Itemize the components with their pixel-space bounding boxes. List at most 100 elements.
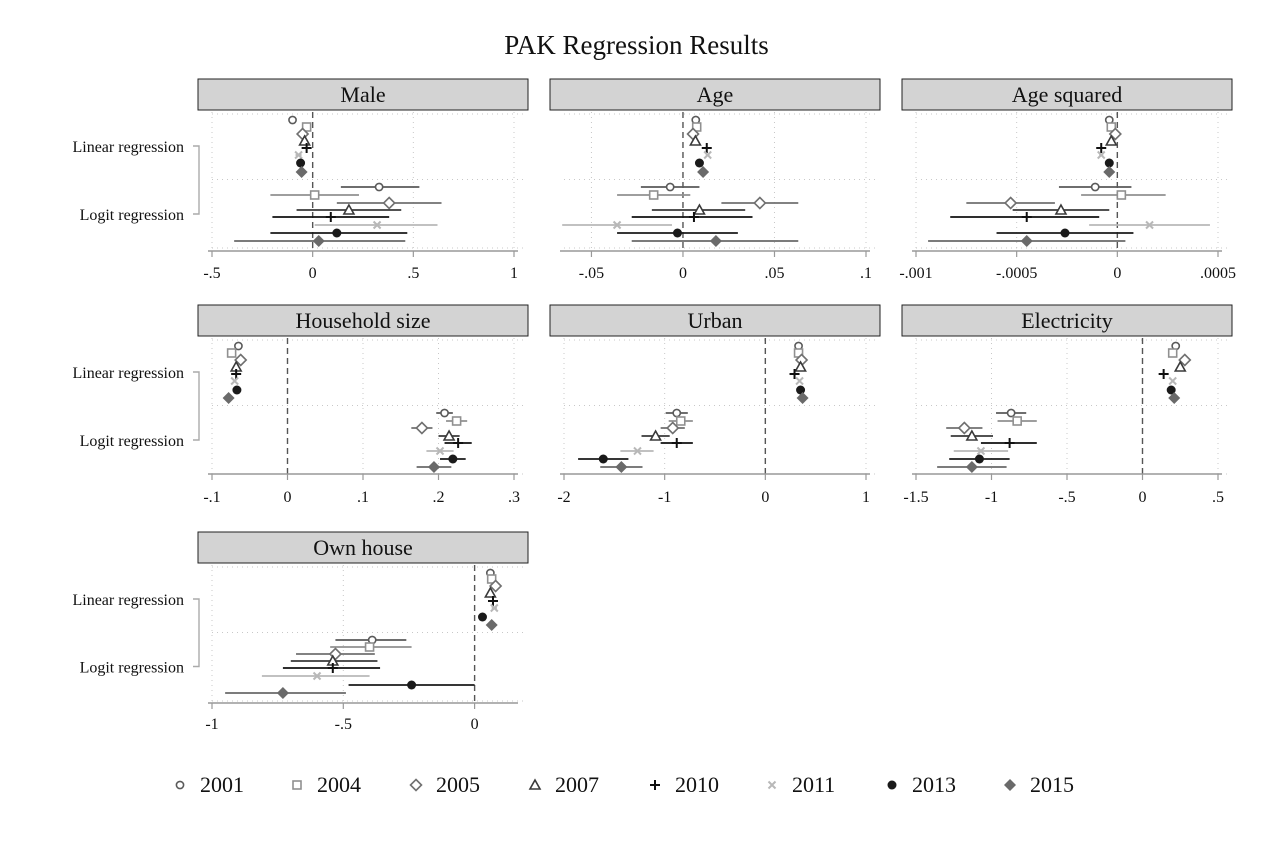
point-logit-2001 <box>440 408 449 418</box>
legend-item-2011: 2011 <box>762 770 835 800</box>
point-linear-2015 <box>485 619 498 631</box>
point-logit-2005 <box>957 421 971 435</box>
panel-age: Age -.05 0 .05 .1 <box>549 78 881 282</box>
y-axis-bracket <box>193 145 200 215</box>
point-linear-2010 <box>789 369 800 379</box>
point-linear-2007 <box>1104 134 1118 146</box>
x-tick-label: -.001 <box>899 265 932 282</box>
panel-male: Male -.5 0 .5 1 Linear regression Logit regres… <box>72 78 529 282</box>
point-logit-2007 <box>693 203 706 215</box>
point-logit-2005 <box>415 421 429 435</box>
legend-symbol-2010 <box>650 780 660 790</box>
point-logit-2004 <box>364 642 375 652</box>
x-tick-label: .1 <box>860 265 872 282</box>
point-linear-2015 <box>295 166 308 178</box>
point-linear-2007 <box>484 586 497 598</box>
point-logit-2004 <box>648 190 659 200</box>
point-logit-2005 <box>753 196 767 210</box>
x-tick-label: 1 <box>862 489 870 506</box>
x-tick-label: 0 <box>471 716 479 733</box>
panel-header-male <box>197 78 529 111</box>
point-linear-2007 <box>298 134 311 146</box>
panel-title-age: Age <box>697 82 734 107</box>
point-logit-2011 <box>612 220 622 230</box>
legend-symbol-2007 <box>528 778 542 790</box>
x-tick-label: 1 <box>510 265 518 282</box>
legend-symbol-2011 <box>767 780 777 790</box>
legend-item-2004: 2004 <box>287 770 361 800</box>
point-logit-2001 <box>1090 182 1100 192</box>
legend-label-2013: 2013 <box>912 772 956 797</box>
panel-title-household-size: Household size <box>295 308 430 333</box>
x-tick-label: .05 <box>764 265 784 282</box>
row-label-linear: Linear regression <box>72 365 184 382</box>
point-linear-2005 <box>488 579 503 593</box>
point-logit-2013 <box>598 454 608 464</box>
panel-title-urban: Urban <box>688 308 743 333</box>
x-tick-label: -1 <box>658 489 671 506</box>
point-logit-2004 <box>1012 416 1022 426</box>
legend-marker-2004 <box>292 780 302 790</box>
point-linear-2015 <box>796 392 809 404</box>
panel-header-household-size <box>197 304 529 337</box>
panel-title-own-house: Own house <box>313 535 413 560</box>
legend-symbol-2013 <box>887 780 897 790</box>
panel-header-own-house <box>197 531 529 564</box>
point-linear-2011 <box>230 376 239 386</box>
x-tick-label: 0 <box>761 489 769 506</box>
x-tick-label: -.5 <box>1058 489 1075 506</box>
x-tick-label: 0 <box>284 489 292 506</box>
row-label-linear: Linear regression <box>72 139 184 156</box>
point-logit-2011 <box>633 446 642 456</box>
point-logit-2013 <box>332 228 342 238</box>
legend-symbol-2005 <box>409 778 423 792</box>
legend-label-2004: 2004 <box>317 772 361 797</box>
point-linear-2013 <box>232 385 242 395</box>
point-logit-2010 <box>453 438 464 448</box>
panel-header-urban <box>549 304 881 337</box>
point-logit-2013 <box>1060 228 1070 238</box>
x-tick-label: .5 <box>1212 489 1224 506</box>
x-tick-label: -1.5 <box>903 489 928 506</box>
point-linear-2011 <box>294 150 303 160</box>
point-logit-2015 <box>615 461 628 473</box>
panel-age-squared: Age squared -.001 -.0005 0 .0005 <box>899 78 1236 282</box>
x-tick-label: 0 <box>1113 265 1121 282</box>
point-logit-2010 <box>1021 212 1032 222</box>
point-logit-2007 <box>442 429 456 441</box>
legend-label-2010: 2010 <box>675 772 719 797</box>
legend-item-2013: 2013 <box>882 770 956 800</box>
panel-header-electricity <box>901 304 1233 337</box>
x-tick-label: 0 <box>1139 489 1147 506</box>
legend-symbol-2004 <box>292 780 302 790</box>
point-linear-2015 <box>222 392 235 404</box>
point-logit-2004 <box>1116 190 1127 200</box>
point-linear-2010 <box>231 369 242 379</box>
point-logit-2011 <box>1145 220 1154 230</box>
legend-marker-2001 <box>175 780 185 790</box>
x-tick-label: .5 <box>407 265 419 282</box>
point-linear-2013 <box>296 158 306 168</box>
point-logit-2010 <box>327 663 338 673</box>
y-axis-bracket <box>193 598 200 668</box>
point-linear-2004 <box>1167 348 1178 358</box>
point-linear-2013 <box>1166 385 1176 395</box>
point-logit-2005 <box>666 421 680 435</box>
x-tick-label: -.5 <box>203 265 220 282</box>
point-linear-2010 <box>487 596 498 606</box>
point-logit-2011 <box>372 220 382 230</box>
point-linear-2004 <box>1106 122 1117 132</box>
point-logit-2004 <box>309 190 320 200</box>
point-logit-2001 <box>374 182 384 192</box>
point-linear-2004 <box>486 574 497 584</box>
point-logit-2010 <box>325 212 336 222</box>
point-linear-2010 <box>1158 369 1169 379</box>
point-linear-2004 <box>691 122 702 132</box>
point-logit-2001 <box>665 182 675 192</box>
row-label-logit: Logit regression <box>80 660 184 677</box>
point-logit-2015 <box>965 461 978 473</box>
point-logit-2005 <box>1003 196 1018 210</box>
point-logit-2007 <box>342 203 356 215</box>
legend-symbol-2001 <box>175 780 185 790</box>
